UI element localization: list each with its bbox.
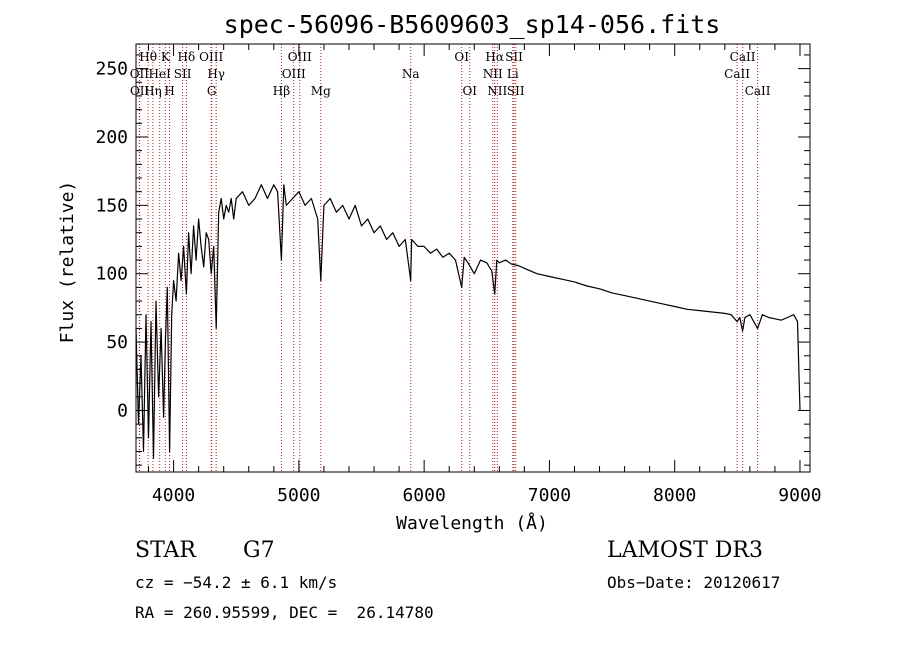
plot-area-frame <box>135 43 811 473</box>
line-label-25: CaII <box>724 67 750 81</box>
line-label-7: SII <box>174 67 192 81</box>
spectrum-line <box>135 184 801 459</box>
spectrum-series <box>135 184 801 459</box>
line-label-9: OIII <box>199 50 223 64</box>
emission-line-markers <box>138 44 759 472</box>
line-label-1: OII <box>130 67 150 81</box>
line-label-16: Na <box>402 67 420 81</box>
x-tick-label-3: 7000 <box>528 485 571 506</box>
line-label-10: Hγ <box>207 67 225 81</box>
line-label-21: NII <box>487 84 507 98</box>
x-tick-label-4: 8000 <box>653 485 696 506</box>
line-label-19: Hα <box>485 50 504 64</box>
observation-date: Obs−Date: 20120617 <box>607 573 781 592</box>
y-tick-label-3: 150 <box>95 195 128 216</box>
survey-name: LAMOST DR3 <box>607 538 763 563</box>
object-class: STAR <box>135 538 196 563</box>
y-axis: 0 50 100 150 200 250 <box>95 54 810 466</box>
line-label-24: SII <box>507 84 525 98</box>
line-label-11: G <box>207 84 217 98</box>
velocity-readout: cz = −54.2 ± 6.1 km/s <box>135 573 338 592</box>
x-axis: 4000 5000 6000 7000 8000 9000 <box>148 44 822 506</box>
line-label-8: Hδ <box>178 50 196 64</box>
spectral-subclass: G7 <box>243 538 275 563</box>
line-label-26: CaII <box>730 50 756 64</box>
line-label-0: Hθ <box>139 50 157 64</box>
line-label-17: OI <box>454 50 469 64</box>
line-label-3: Hη <box>144 84 162 98</box>
line-label-18: OI <box>462 84 477 98</box>
line-label-12: Hβ <box>273 84 290 98</box>
x-tick-label-5: 9000 <box>778 485 821 506</box>
y-tick-label-4: 200 <box>95 127 128 148</box>
line-label-4: HeI <box>149 67 172 81</box>
x-tick-label-0: 4000 <box>152 485 195 506</box>
line-label-6: H <box>164 84 174 98</box>
coordinates-readout: RA = 260.95599, DEC = 26.14780 <box>135 603 434 622</box>
y-tick-label-5: 250 <box>95 59 128 80</box>
line-label-14: OIII <box>288 50 312 64</box>
y-tick-label-2: 100 <box>95 264 128 285</box>
line-label-15: Mg <box>311 84 331 98</box>
line-label-23: SII <box>505 50 523 64</box>
line-label-13: OIII <box>282 67 306 81</box>
y-tick-label-1: 50 <box>106 332 128 353</box>
chart-title: spec-56096-B5609603_sp14-056.fits <box>224 10 721 39</box>
line-label-20: NII <box>483 67 503 81</box>
x-tick-label-2: 6000 <box>402 485 445 506</box>
x-axis-label: Wavelength (Å) <box>396 512 548 534</box>
y-tick-label-0: 0 <box>117 400 128 421</box>
line-label-2: OII <box>130 84 150 98</box>
x-tick-label-1: 5000 <box>277 485 320 506</box>
line-label-27: CaII <box>745 84 771 98</box>
line-label-5: K <box>161 50 171 64</box>
line-label-22: Li <box>507 67 519 81</box>
y-axis-label: Flux (relative) <box>57 181 78 344</box>
